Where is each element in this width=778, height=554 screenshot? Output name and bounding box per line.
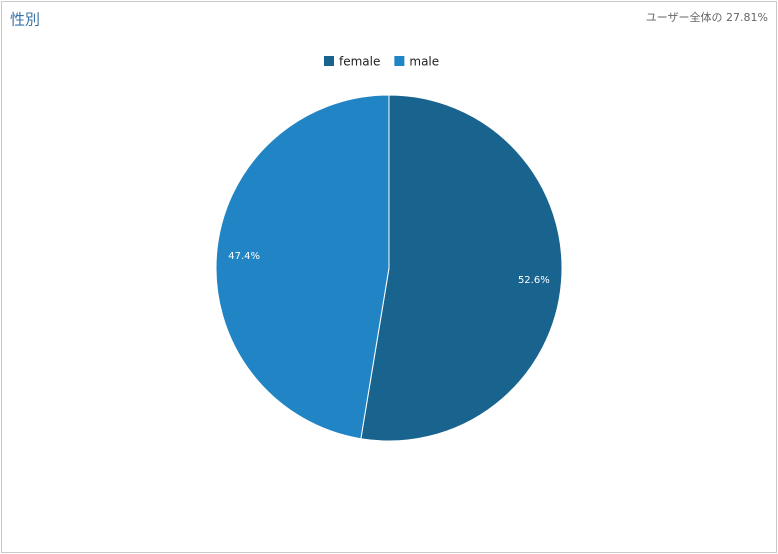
- pie-slice: [215, 94, 390, 440]
- legend-label: female: [339, 55, 380, 69]
- slice-label: 47.4%: [228, 251, 260, 262]
- chart-title: 性別: [10, 11, 40, 29]
- legend-swatch: [324, 56, 334, 66]
- legend-swatch: [394, 56, 405, 66]
- pie-slice: [360, 94, 563, 442]
- chart-subtitle: ユーザー全体の 27.81%: [646, 10, 768, 24]
- legend-label: male: [409, 55, 439, 69]
- slice-label: 52.6%: [518, 275, 550, 286]
